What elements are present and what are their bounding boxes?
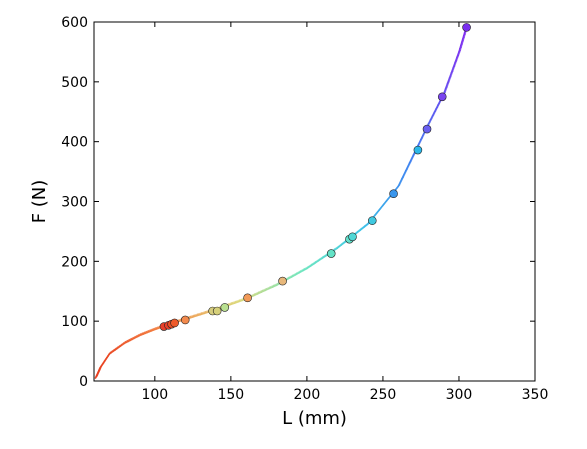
- data-point: [422, 124, 432, 134]
- fit-curve-segment: [402, 168, 408, 178]
- fit-curve-segment: [341, 239, 347, 245]
- axis-ticks-layer: 100 150 200 250 300 350 0 100 200 300 400 500 600: [61, 15, 548, 403]
- fit-curve-segment: [447, 75, 452, 83]
- y-axis-label: F (N): [29, 180, 50, 224]
- y-tick-label: 0: [79, 374, 88, 390]
- fit-curve-segment: [364, 221, 370, 227]
- data-point: [348, 232, 357, 242]
- fit-curve-segment: [398, 176, 404, 186]
- data-point: [437, 92, 447, 102]
- fit-curve-segment: [449, 70, 454, 78]
- data-point: [389, 189, 398, 199]
- x-tick-label: 150: [217, 387, 244, 403]
- data-point: [462, 23, 471, 32]
- y-tick-label: 400: [61, 135, 88, 151]
- fit-curve-segment: [406, 160, 412, 171]
- y-tick-label: 200: [61, 254, 88, 270]
- fit-curve-segment: [453, 60, 458, 67]
- x-tick-label: 200: [294, 387, 321, 403]
- x-tick-label: 100: [141, 387, 168, 403]
- fit-curve-segment: [375, 207, 382, 215]
- fit-curve-segment: [455, 54, 460, 62]
- fit-curve-segment: [417, 137, 423, 147]
- data-points-layer: [159, 23, 471, 331]
- fit-curve-segment: [444, 86, 448, 94]
- data-point: [212, 306, 222, 316]
- data-point: [180, 315, 190, 325]
- fit-curve-segment: [457, 49, 461, 57]
- data-point: [326, 249, 336, 258]
- data-point: [367, 216, 377, 225]
- fit-curve-segment: [446, 81, 450, 88]
- fit-curve-segment: [337, 242, 344, 248]
- fit-curve-segment: [409, 152, 416, 163]
- y-tick-label: 300: [61, 195, 88, 211]
- fit-curve-segment: [383, 198, 389, 205]
- fit-curve-segment: [379, 203, 385, 210]
- y-tick-label: 600: [61, 15, 88, 31]
- y-tick-label: 500: [61, 75, 88, 91]
- data-point: [278, 276, 287, 286]
- x-axis-label: L (mm): [282, 408, 347, 429]
- fit-curve-segment: [360, 224, 366, 230]
- fit-curve-segment: [356, 227, 363, 233]
- data-point: [243, 293, 252, 303]
- fit-curve-segment: [394, 184, 401, 191]
- x-tick-label: 350: [522, 387, 549, 403]
- x-tick-label: 250: [370, 387, 397, 403]
- y-tick-label: 100: [61, 314, 88, 330]
- data-point: [220, 303, 230, 312]
- x-tick-label: 300: [446, 387, 473, 403]
- data-point: [170, 318, 179, 328]
- data-point: [413, 145, 423, 155]
- fit-curve-segment: [451, 65, 456, 73]
